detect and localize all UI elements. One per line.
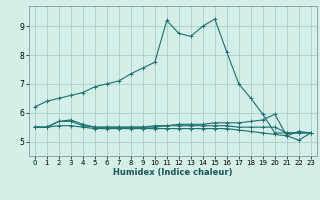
X-axis label: Humidex (Indice chaleur): Humidex (Indice chaleur) xyxy=(113,168,233,177)
